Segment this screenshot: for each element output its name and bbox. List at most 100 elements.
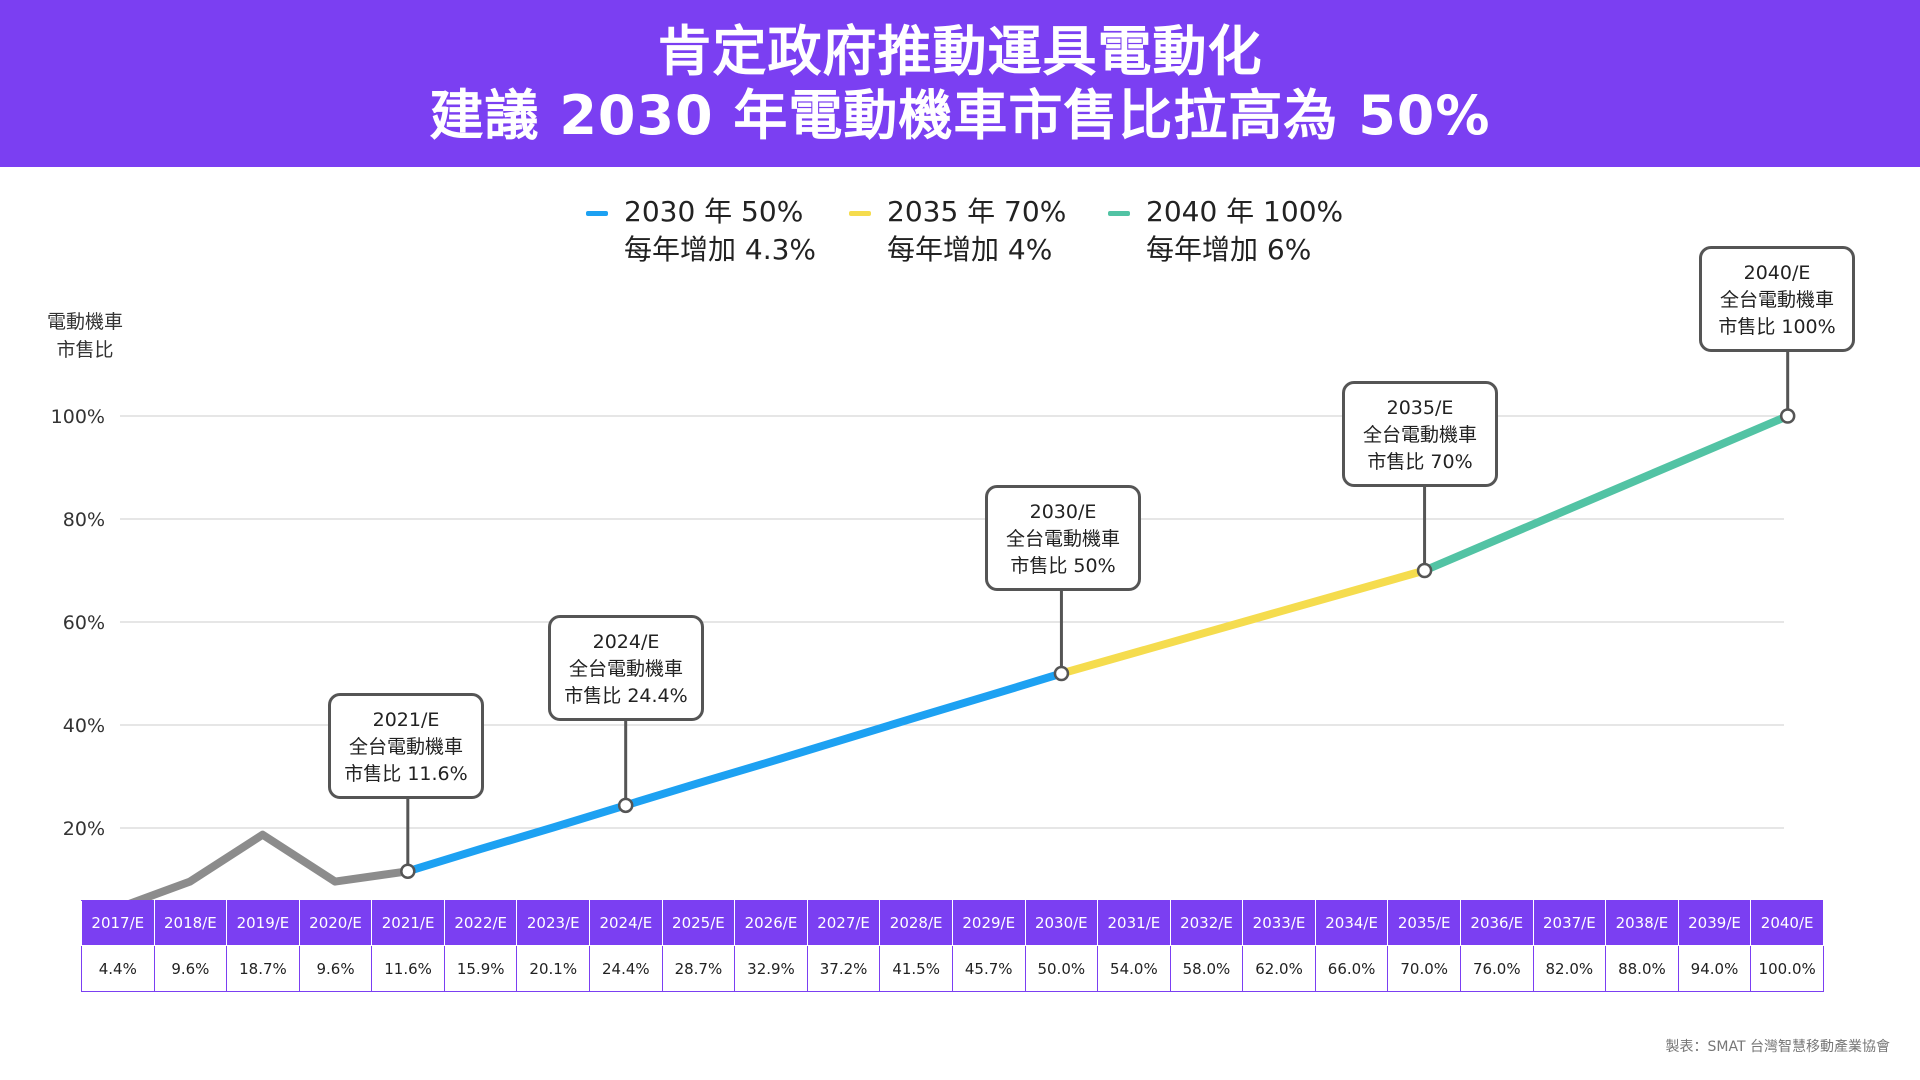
table-cell-year: 2037/E xyxy=(1532,900,1607,946)
callout-value: 市售比 70% xyxy=(1367,451,1473,473)
table-cell-year: 2026/E xyxy=(734,900,808,946)
table-cell-value: 82.0% xyxy=(1532,945,1607,992)
y-axis-title-line-1: 電動機車 xyxy=(46,311,123,333)
data-point-marker xyxy=(400,863,416,880)
table-cell-year: 2040/E xyxy=(1750,900,1824,946)
callout-label: 全台電動機車 xyxy=(568,658,683,680)
y-tick-label: 20% xyxy=(63,818,105,840)
table-cell-value: 11.6% xyxy=(371,945,445,992)
callout-value: 市售比 24.4% xyxy=(564,685,688,707)
callout-year: 2021/E xyxy=(372,709,440,731)
table-cell-value: 15.9% xyxy=(443,945,518,992)
title-line-1: 肯定政府推動運具電動化 xyxy=(657,20,1263,83)
table-cell-value: 20.1% xyxy=(516,945,591,992)
table-cell-year: 2025/E xyxy=(661,900,736,946)
table-cell-year: 2027/E xyxy=(806,900,881,946)
callout-year: 2024/E xyxy=(592,631,660,653)
callout-2035: 2035/E 全台電動機車 市售比 70% xyxy=(1342,381,1498,487)
title-line-2: 建議 2030 年電動機車市售比拉高為 50% xyxy=(429,84,1491,147)
data-point-marker xyxy=(1416,562,1433,579)
data-table: 2017/E 2018/E 2019/E 2020/E 2021/E 2022/E 2023… xyxy=(81,900,1824,992)
table-cell-year: 2039/E xyxy=(1677,900,1752,946)
table-cell-value: 50.0% xyxy=(1024,945,1099,992)
table-cell-value: 32.9% xyxy=(734,945,808,992)
y-tick-label: 80% xyxy=(63,509,105,531)
data-point-marker xyxy=(617,797,634,814)
callout-2040: 2040/E 全台電動機車 市售比 100% xyxy=(1699,246,1855,352)
callout-label: 全台電動機車 xyxy=(1719,289,1834,311)
callout-value: 市售比 50% xyxy=(1010,555,1116,577)
series-segment xyxy=(1420,412,1792,575)
title-banner: 肯定政府推動運具電動化 建議 2030 年電動機車市售比拉高為 50% xyxy=(0,0,1920,167)
y-axis-title-line-2: 市售比 xyxy=(56,339,114,361)
table-cell-value: 88.0% xyxy=(1605,945,1679,992)
table-cell-value: 9.6% xyxy=(298,945,373,992)
table-cell-year: 2038/E xyxy=(1605,900,1679,946)
table-cell-value: 18.7% xyxy=(226,945,300,992)
table-cell-value: 70.0% xyxy=(1387,945,1461,992)
y-axis-title: 電動機車 市售比 xyxy=(30,308,140,364)
callout-value: 市售比 100% xyxy=(1718,316,1836,338)
table-row-values: 4.4% 9.6% 18.7% 9.6% 11.6% 15.9% 20.1% 24.4% 28.… xyxy=(81,945,1824,992)
table-cell-year: 2030/E xyxy=(1024,900,1099,946)
table-cell-value: 54.0% xyxy=(1097,945,1171,992)
table-cell-year: 2017/E xyxy=(81,900,155,946)
table-cell-value: 62.0% xyxy=(1242,945,1316,992)
table-cell-value: 94.0% xyxy=(1677,945,1752,992)
table-cell-value: 58.0% xyxy=(1169,945,1244,992)
callout-label: 全台電動機車 xyxy=(1362,424,1477,446)
table-cell-year: 2036/E xyxy=(1459,900,1534,946)
table-cell-value: 66.0% xyxy=(1314,945,1389,992)
y-axis-ticks: 20% 40% 60% 80% 100% xyxy=(51,406,105,840)
table-cell-year: 2029/E xyxy=(951,900,1026,946)
legend-sublabel: 每年增加 4.3% xyxy=(624,233,817,266)
y-tick-label: 60% xyxy=(63,612,105,634)
table-cell-year: 2032/E xyxy=(1169,900,1244,946)
series-lines xyxy=(113,412,1792,913)
data-point-marker xyxy=(1053,665,1070,682)
table-cell-value: 4.4% xyxy=(81,945,155,992)
table-cell-value: 9.6% xyxy=(153,945,228,992)
legend-swatch-green xyxy=(1108,211,1130,216)
source-note: 製表：SMAT 台灣智慧移動產業協會 xyxy=(1665,1039,1890,1055)
callout-year: 2030/E xyxy=(1029,501,1097,523)
table-cell-year: 2035/E xyxy=(1387,900,1461,946)
table-cell-year: 2018/E xyxy=(153,900,228,946)
data-markers xyxy=(400,408,1796,880)
table-cell-value: 41.5% xyxy=(879,945,953,992)
table-cell-year: 2028/E xyxy=(879,900,953,946)
legend: 2030 年 50% 每年增加 4.3% 2035 年 70% 每年增加 4% … xyxy=(0,193,1920,273)
legend-label: 2040 年 100% xyxy=(1146,195,1344,228)
callout-2024: 2024/E 全台電動機車 市售比 24.4% xyxy=(548,615,704,721)
table-cell-value: 100.0% xyxy=(1750,945,1824,992)
table-cell-year: 2022/E xyxy=(443,900,518,946)
legend-label: 2035 年 70% xyxy=(887,195,1067,228)
table-cell-year: 2021/E xyxy=(371,900,445,946)
legend-swatch-yellow xyxy=(849,211,871,216)
table-cell-year: 2020/E xyxy=(298,900,373,946)
table-cell-year: 2024/E xyxy=(589,900,663,946)
y-tick-label: 40% xyxy=(63,715,105,737)
table-cell-value: 37.2% xyxy=(806,945,881,992)
series-segment xyxy=(113,830,412,913)
table-cell-year: 2034/E xyxy=(1314,900,1389,946)
table-cell-year: 2031/E xyxy=(1097,900,1171,946)
callout-value: 市售比 11.6% xyxy=(344,763,468,785)
callout-year: 2035/E xyxy=(1386,397,1454,419)
callout-label: 全台電動機車 xyxy=(348,736,463,758)
table-cell-value: 28.7% xyxy=(661,945,736,992)
legend-sublabel: 每年增加 4% xyxy=(887,233,1053,266)
table-cell-value: 45.7% xyxy=(951,945,1026,992)
series-segment xyxy=(403,669,1066,876)
data-point-marker xyxy=(1779,408,1796,424)
callout-2021: 2021/E 全台電動機車 市售比 11.6% xyxy=(328,693,484,799)
legend-swatch-blue xyxy=(586,211,608,216)
y-tick-label: 100% xyxy=(51,406,105,428)
table-cell-year: 2019/E xyxy=(226,900,300,946)
table-cell-year: 2033/E xyxy=(1242,900,1316,946)
table-cell-value: 24.4% xyxy=(589,945,663,992)
legend-label: 2030 年 50% xyxy=(624,195,804,228)
series-segment xyxy=(1057,566,1429,678)
table-cell-year: 2023/E xyxy=(516,900,591,946)
